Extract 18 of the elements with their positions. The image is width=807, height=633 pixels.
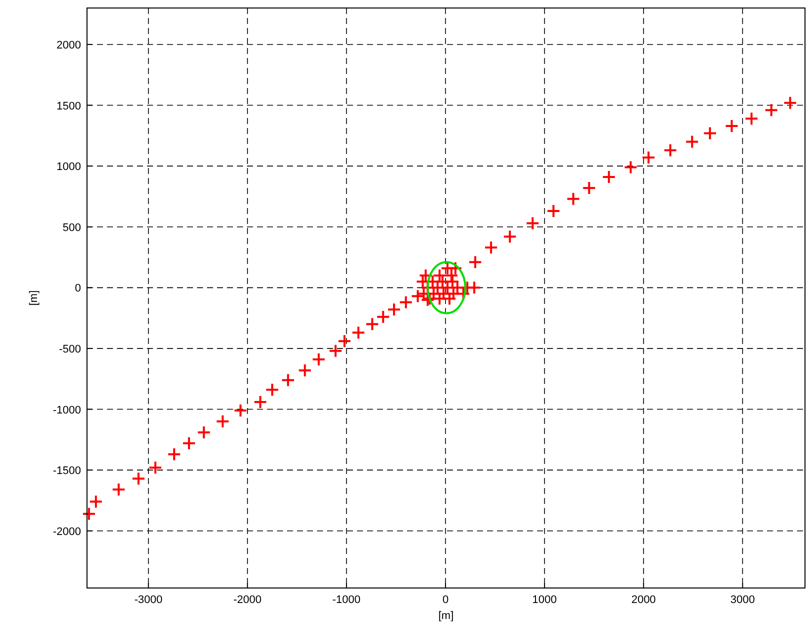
x-tick-label: 2000 bbox=[631, 594, 656, 606]
y-tick-label: 1500 bbox=[56, 100, 81, 112]
y-tick-label: -1500 bbox=[52, 465, 81, 478]
x-tick-label: 3000 bbox=[730, 594, 755, 606]
y-tick-label: 1000 bbox=[56, 161, 81, 174]
x-tick-label: 0 bbox=[442, 594, 449, 606]
y-tick-label: 0 bbox=[74, 282, 81, 295]
x-tick-label: -3000 bbox=[134, 594, 162, 606]
x-tick-label: -2000 bbox=[233, 594, 262, 606]
y-tick-label: 500 bbox=[62, 222, 81, 234]
y-tick-label: -500 bbox=[58, 343, 81, 356]
x-axis-title: [m] bbox=[438, 610, 454, 622]
x-tick-label: 1000 bbox=[532, 594, 557, 606]
y-tick-label: -1000 bbox=[52, 404, 81, 416]
y-axis-title: [m] bbox=[28, 290, 40, 306]
x-tick-label: -1000 bbox=[332, 594, 361, 606]
y-tick-label: -2000 bbox=[52, 526, 81, 538]
y-tick-label: 2000 bbox=[56, 39, 81, 52]
